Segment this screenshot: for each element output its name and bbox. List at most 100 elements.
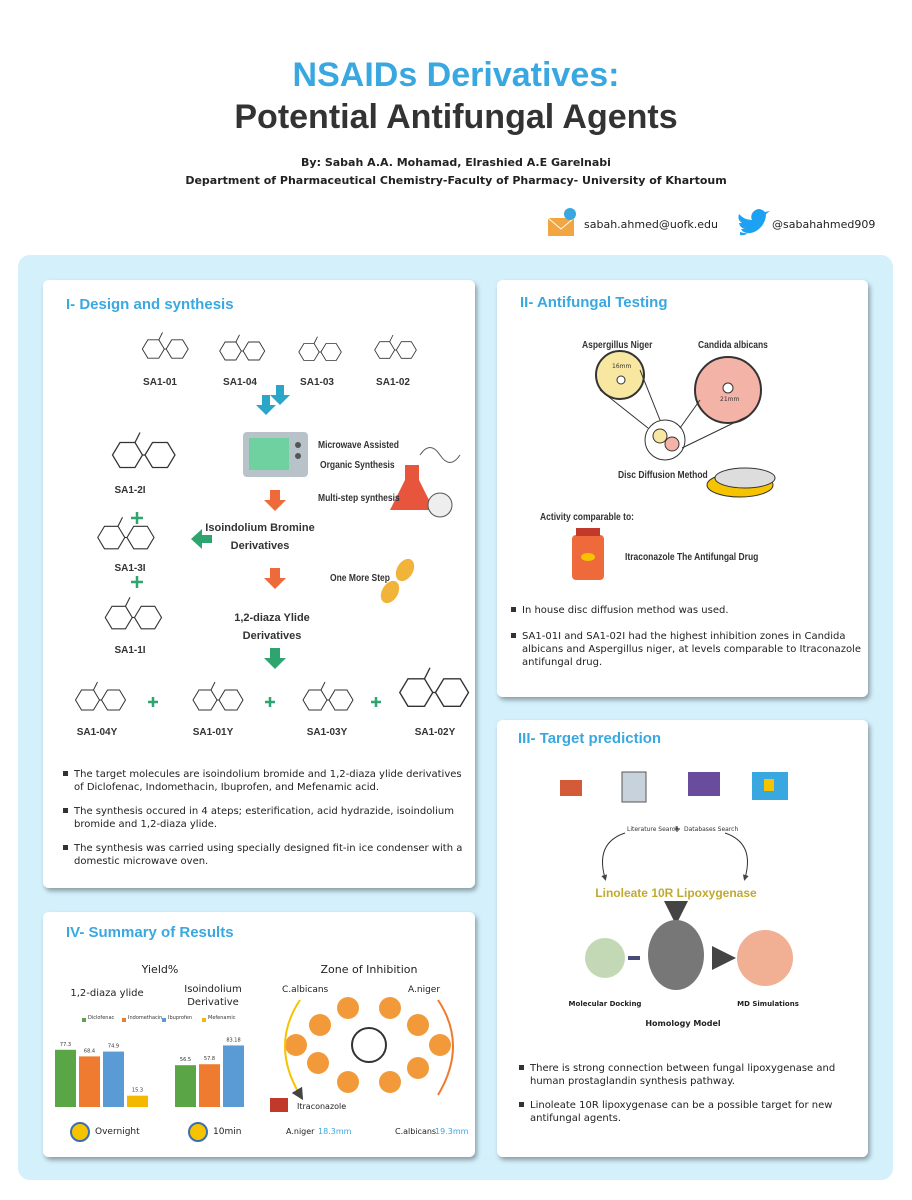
title: NSAIDs Derivatives: [292,56,620,94]
compound: SA1-01Y [192,727,234,738]
compound: SA1-03Y [306,727,348,738]
compound: SA1-04 [223,377,257,388]
bullet: SA1-01I and SA1-02I had the highest inhi… [510,630,862,669]
microwave [243,432,308,477]
plus-sign [674,826,680,832]
disc-diagram [595,350,776,498]
plus-signs [131,512,381,707]
time: Overnight [95,1127,140,1137]
arrows [256,385,290,415]
bar [175,1065,196,1107]
group-label: Derivative [187,997,239,1008]
bar [199,1064,220,1107]
legend-label: Diclofenac [88,1015,115,1021]
email-icon [547,208,576,236]
drug: Itraconazole The Antifungal Drug [625,552,759,563]
legend-swatch [202,1018,206,1022]
compound: SA1-2I [114,485,146,496]
affiliation: Department of Pharmaceutical Chemistry-F… [185,174,727,187]
section-title: IV- Summary of Results [66,924,234,941]
footsteps [380,558,415,604]
card [43,912,475,1157]
time: 10min [213,1127,242,1137]
chart-title: Zone of Inhibition [320,963,418,976]
value-label: 83.18 [226,1037,240,1043]
value-label: 77.3 [60,1042,71,1048]
clock-icons [70,1122,208,1142]
value-label: 56.5 [180,1057,191,1063]
card [497,280,868,697]
step: Derivatives [242,630,302,642]
organism: A.niger [408,985,441,995]
organism: Candida albicans [698,340,768,351]
bullet: The synthesis was carried using speciall… [62,842,466,868]
legend-swatch [82,1018,86,1022]
legend-swatch [162,1018,166,1022]
chart-title: Yield% [141,963,179,976]
twitter-icon [738,209,770,236]
comparable: Activity comparable to: [540,512,635,523]
step: Derivatives [230,540,290,552]
zone: 21mm [720,396,740,403]
step: 1,2-diaza Ylide [234,612,310,624]
section-title: I- Design and synthesis [66,296,234,313]
search: Literature Search [627,826,679,833]
value-label: 74.9 [108,1044,119,1050]
twitter: @sabahahmed909 [772,218,876,231]
group-label: Isoindolium [184,984,242,995]
bullet: There is strong connection between funga… [518,1062,860,1088]
step: Microwave Assisted [318,440,399,451]
compound: SA1-1I [114,645,146,656]
compound: SA1-02 [376,377,410,388]
enzyme: Linoleate 10R Lipoxygenase [595,886,757,900]
section-title: II- Antifungal Testing [520,294,668,311]
legend-swatch [122,1018,126,1022]
result-name: A.niger [286,1127,315,1136]
zone: 16mm [612,363,632,370]
protein-images [585,920,793,990]
organism: Aspergillus Niger [582,340,653,351]
bar [79,1056,100,1107]
value-label: 57.8 [204,1056,215,1062]
step: Organic Synthesis [320,460,395,471]
legend-label: Ibuprofen [168,1015,193,1021]
method: MD Simulations [737,1000,799,1008]
yield-bars: 77.3 68.4 74.9 15.3 56.5 57.8 83.18 [55,1037,244,1107]
step: One More Step [330,573,390,584]
bullet: The target molecules are isoindolium bro… [62,768,466,794]
curves [601,832,749,925]
result-name: C.albicans [395,1127,437,1136]
bar [127,1095,148,1107]
zone-diagram [270,997,454,1112]
result-value: 18.3mm [318,1127,352,1136]
compound: SA1-01 [143,377,177,388]
compound: SA1-02Y [414,727,456,738]
section-title: III- Target prediction [518,730,662,747]
bullet: The synthesis occured in 4 ateps; esteri… [62,805,466,831]
bullet: Linoleate 10R lipoxygenase can be a poss… [518,1099,860,1125]
method: Molecular Docking [568,1000,642,1008]
compound: SA1-3I [114,563,146,574]
step: Isoindolium Bromine [205,522,315,534]
reference: Itraconazole [297,1102,347,1111]
bar [103,1051,124,1107]
search-icons [560,771,788,803]
value-label: 68.4 [84,1048,95,1054]
drug-bottle [572,528,604,580]
legend-label: Mefenamic [208,1015,236,1021]
card [43,280,475,888]
legend-label: Indomethacin [128,1015,163,1021]
compound: SA1-03 [300,377,334,388]
method: Disc Diffusion Method [618,470,708,481]
group-label: 1,2-diaza ylide [70,988,144,999]
result-value: 19.3mm [435,1127,469,1136]
bar [223,1045,244,1107]
title: Potential Antifungal Agents [234,98,678,136]
value-label: 15.3 [132,1088,143,1094]
search: Databases Search [684,826,739,833]
email: sabah.ahmed@uofk.edu [584,218,719,231]
bar [55,1049,76,1107]
organism: C.albicans [282,985,329,995]
